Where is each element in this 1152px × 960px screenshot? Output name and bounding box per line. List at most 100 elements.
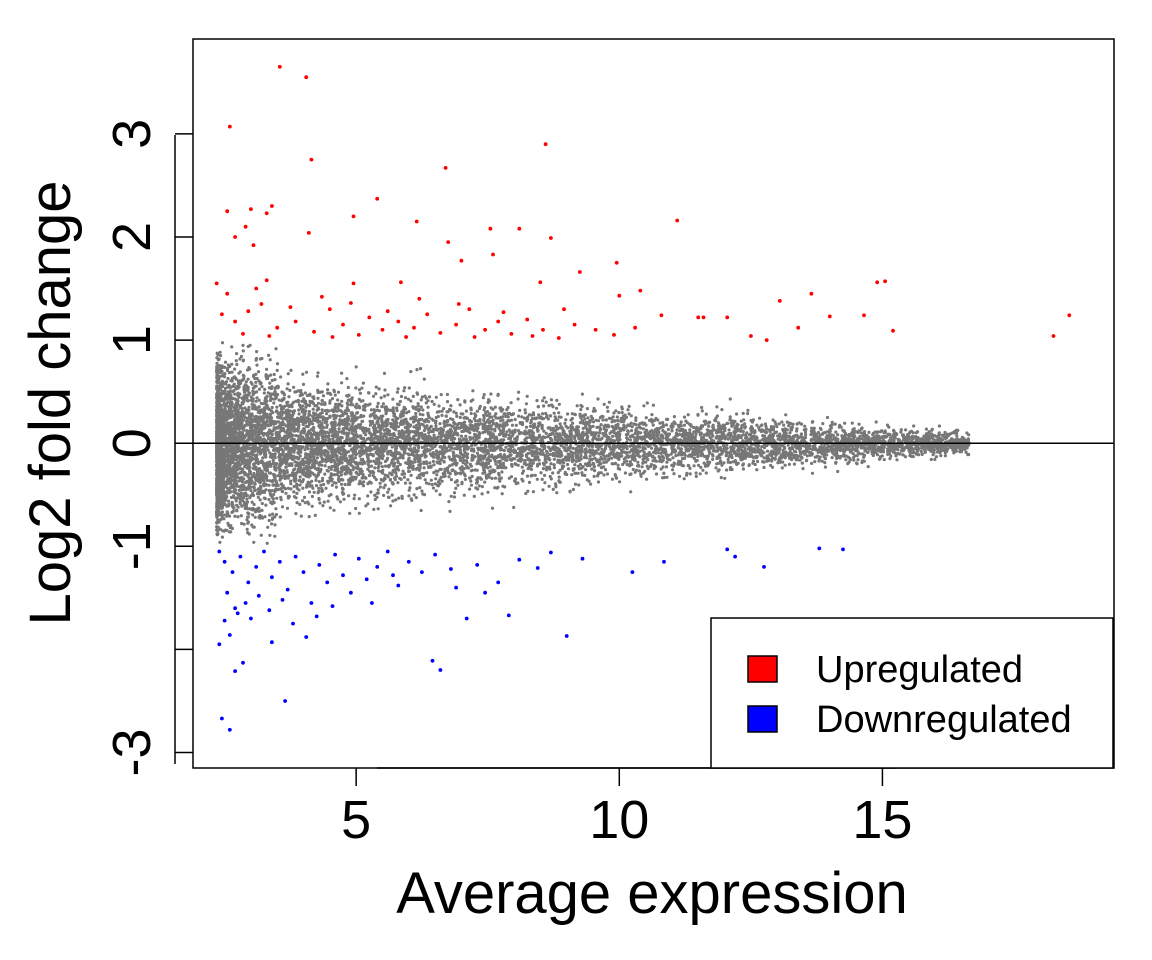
point-ns-4902 <box>273 489 277 493</box>
point-ns-2767 <box>417 422 422 426</box>
point-ns-3390 <box>293 390 297 394</box>
point-ns-2849 <box>782 423 786 427</box>
point-ns-2839 <box>820 459 824 463</box>
point-ns-3538 <box>430 417 434 421</box>
point-ns-3562 <box>760 445 764 449</box>
point-ns-4880 <box>377 409 381 413</box>
point-ns-4182 <box>304 370 309 374</box>
point-ns-4813 <box>386 490 390 494</box>
point-ns-470 <box>843 421 847 425</box>
point-ns-2290 <box>590 467 594 471</box>
point-ns-2341 <box>250 402 254 406</box>
point-ns-1193 <box>455 414 459 418</box>
point-ns-4290 <box>895 458 899 462</box>
point-ns-2179 <box>275 362 280 366</box>
point-ns-1031 <box>438 462 442 466</box>
point-ns-1742 <box>874 420 878 424</box>
point-ns-3192 <box>391 397 395 401</box>
point-ns-4318 <box>249 489 253 493</box>
point-ns-55 <box>402 475 406 479</box>
point-ns-3919 <box>223 528 227 532</box>
point-ns-4593 <box>804 433 808 437</box>
point-ns-2922 <box>646 467 650 471</box>
point-ns-2776 <box>437 410 441 414</box>
point-ns-2954 <box>301 404 305 408</box>
point-ns-3323 <box>289 479 293 483</box>
point-ns-1668 <box>607 424 611 428</box>
point-ns-4528 <box>264 373 268 377</box>
point-ns-2628 <box>314 478 318 482</box>
point-ns-546 <box>332 508 336 512</box>
point-ns-4242 <box>644 443 648 447</box>
point-ns-2350 <box>265 367 269 371</box>
point-ns-935 <box>512 505 516 510</box>
point-ns-4581 <box>521 431 525 435</box>
point-ns-1520 <box>415 487 419 491</box>
point-ns-3795 <box>383 473 387 477</box>
point-ns-4398 <box>509 439 513 443</box>
point-ns-847 <box>787 462 792 466</box>
point-ns-757 <box>240 504 244 508</box>
point-ns-3509 <box>762 443 766 447</box>
point-ns-2836 <box>320 479 324 483</box>
point-ns-2306 <box>411 394 415 398</box>
point-ns-4103 <box>726 457 730 462</box>
point-ns-4307 <box>257 379 261 383</box>
point-ns-4480 <box>661 421 665 425</box>
point-ns-3823 <box>495 421 499 426</box>
point-ns-3394 <box>578 412 582 416</box>
point-ns-4693 <box>277 398 281 402</box>
point-ns-2510 <box>299 514 303 518</box>
point-ns-2402 <box>551 405 555 409</box>
point-ns-224 <box>383 464 388 468</box>
point-ns-4159 <box>504 466 508 470</box>
point-ns-2711 <box>462 493 466 497</box>
point-ns-3335 <box>344 431 348 435</box>
point-ns-983 <box>337 430 341 434</box>
point-ns-4089 <box>490 476 494 480</box>
point-ns-1921 <box>493 405 497 409</box>
point-ns-1774 <box>259 533 263 537</box>
point-ns-3438 <box>701 468 705 472</box>
point-ns-3622 <box>711 426 716 430</box>
point-ns-696 <box>223 365 227 369</box>
point-ns-4433 <box>813 460 817 464</box>
point-ns-3756 <box>695 425 699 430</box>
point-ns-2130 <box>571 421 575 425</box>
point-ns-2518 <box>480 492 484 496</box>
point-ns-426 <box>375 405 379 409</box>
point-ns-3458 <box>447 500 451 504</box>
point-ns-4881 <box>590 445 595 449</box>
point-ns-2428 <box>270 489 274 493</box>
point-ns-4109 <box>500 470 504 474</box>
point-ns-4210 <box>600 447 604 451</box>
point-ns-4519 <box>741 467 746 471</box>
point-ns-4886 <box>635 434 640 439</box>
point-ns-2977 <box>798 458 802 462</box>
point-ns-4176 <box>509 401 513 405</box>
point-ns-4448 <box>493 459 497 463</box>
point-ns-979 <box>434 489 438 493</box>
point-ns-803 <box>388 421 392 426</box>
point-ns-1199 <box>691 425 696 430</box>
point-ns-4162 <box>620 416 624 421</box>
point-ns-1411 <box>275 496 279 500</box>
point-ns-1059 <box>642 404 646 408</box>
point-ns-4063 <box>679 420 683 424</box>
point-ns-4257 <box>601 431 605 436</box>
point-ns-2247 <box>636 460 640 464</box>
point-ns-4703 <box>546 434 550 438</box>
point-ns-3967 <box>333 473 337 477</box>
point-ns-4754 <box>645 435 649 439</box>
point-ns-271 <box>631 467 635 472</box>
point-ns-1917 <box>271 458 275 463</box>
point-ns-3173 <box>387 487 391 491</box>
point-ns-3045 <box>262 391 266 395</box>
point-ns-2387 <box>810 471 815 475</box>
point-ns-4853 <box>381 468 385 472</box>
point-ns-4924 <box>249 380 253 384</box>
point-ns-4904 <box>274 347 278 351</box>
point-ns-4777 <box>316 437 321 441</box>
point-ns-1575 <box>853 454 857 458</box>
point-ns-3078 <box>603 468 608 472</box>
